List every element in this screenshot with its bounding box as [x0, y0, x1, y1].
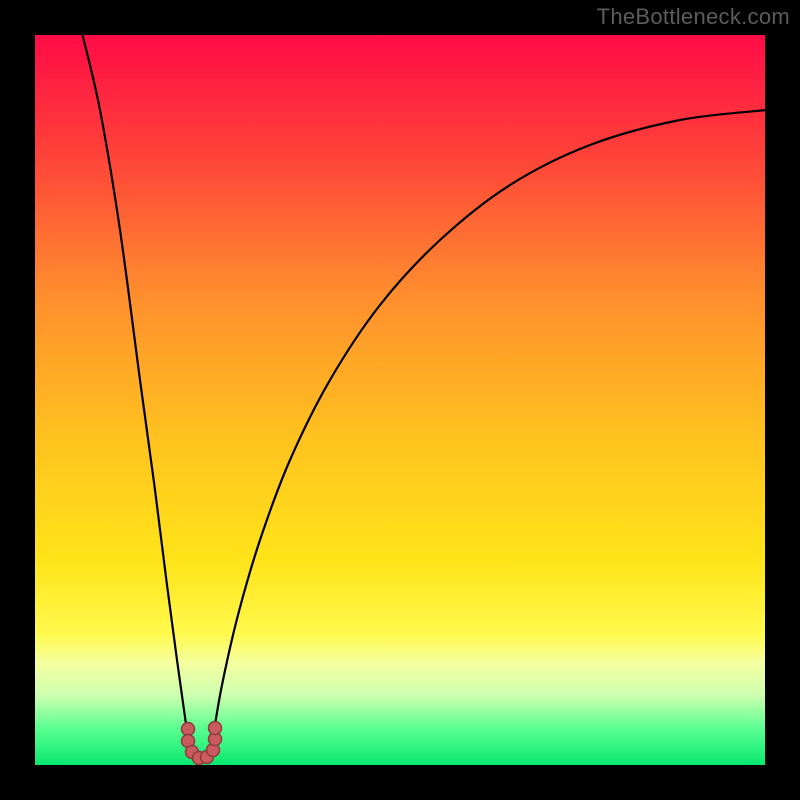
marker-point	[182, 723, 195, 736]
bottleneck-chart	[0, 0, 800, 800]
marker-point	[209, 722, 222, 735]
watermark-text: TheBottleneck.com	[597, 4, 790, 30]
plot-area	[35, 35, 765, 765]
